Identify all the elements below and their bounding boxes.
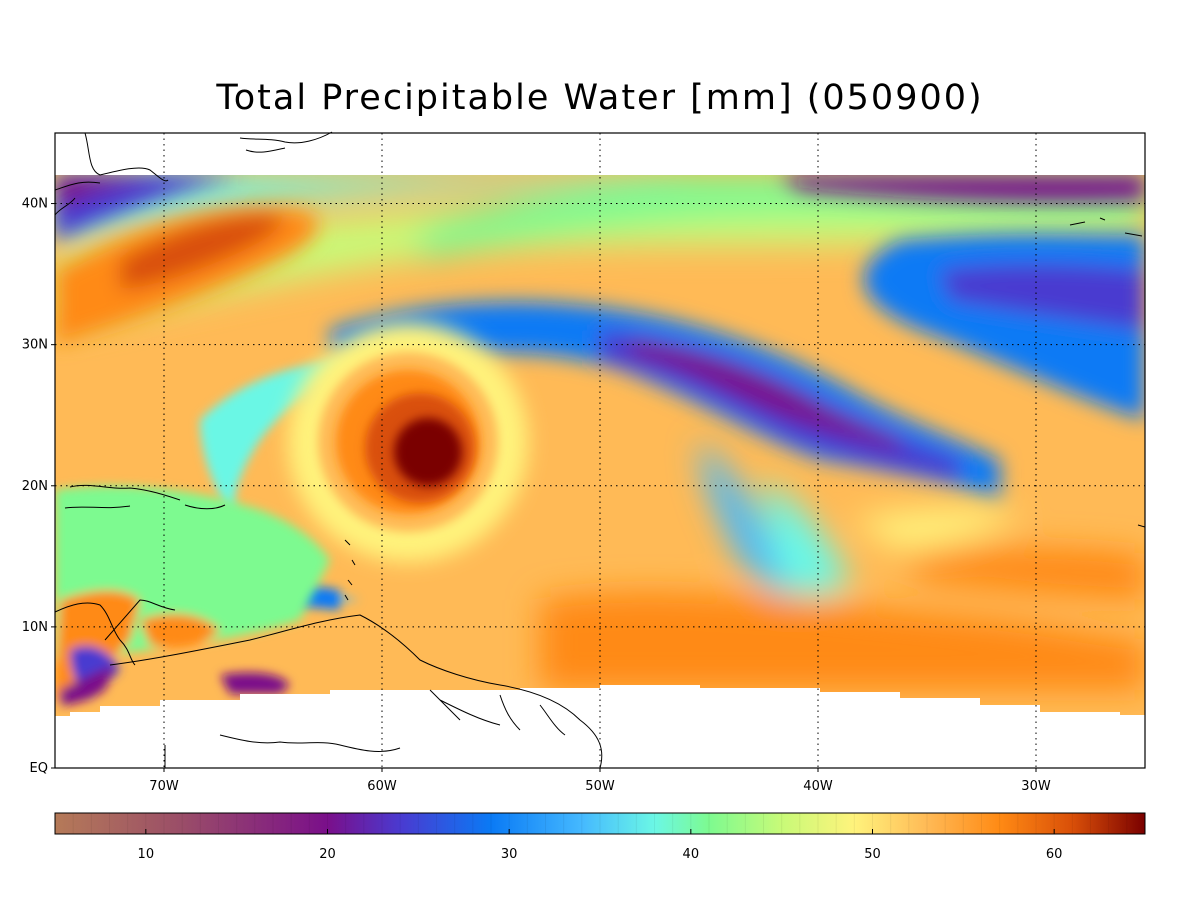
coastline-south-america: [109, 614, 603, 769]
longitude-labels: 70W 60W 50W 40W 30W: [149, 779, 1051, 794]
lon-tick-label: 40W: [803, 779, 833, 794]
colorbar-bar: [54, 812, 1146, 835]
lon-tick-label: 60W: [367, 779, 397, 794]
coastline-east-islands: [1069, 217, 1146, 528]
lon-tick-label: 50W: [585, 779, 615, 794]
coastline-guiana-borders: [429, 689, 566, 736]
colorbar-ticks: [72, 813, 1128, 834]
colorbar: 10 20 30 40 50 60: [54, 812, 1146, 862]
tpw-field: [55, 175, 1145, 716]
lon-tick-label: 70W: [149, 779, 179, 794]
lat-tick-label: 40N: [22, 197, 48, 212]
coastline-nova-scotia: [239, 131, 333, 153]
tpw-northeast-dry: [780, 175, 1145, 420]
colorbar-labels: 10 20 30 40 50 60: [138, 847, 1063, 862]
lat-tick-label: 20N: [22, 479, 48, 494]
hurricane-core: [394, 418, 462, 486]
coastline-greater-antilles: [64, 484, 226, 510]
lat-tick-label: 10N: [22, 620, 48, 635]
coastline-north-america: [54, 132, 169, 216]
tpw-moist-tongue: [55, 175, 318, 345]
tpw-southeast-moist: [540, 440, 1145, 690]
colorbar-tick-label: 30: [501, 847, 518, 862]
lat-lon-grid: [51, 133, 1145, 772]
coastlines: [54, 131, 1146, 769]
colorbar-tick-label: 10: [138, 847, 155, 862]
lon-tick-label: 30W: [1021, 779, 1051, 794]
lat-tick-label: 30N: [22, 338, 48, 353]
colorbar-tick-label: 50: [864, 847, 881, 862]
coastline-central-america: [54, 599, 176, 666]
coastline-lesser-antilles: [344, 539, 356, 601]
colorbar-tick-label: 40: [683, 847, 700, 862]
tpw-hurricane: [288, 322, 528, 562]
tpw-caribbean: [55, 486, 330, 705]
map-title: Total Precipitable Water [mm] (050900): [216, 78, 984, 118]
lat-tick-label: EQ: [30, 761, 48, 776]
colorbar-tick-label: 20: [319, 847, 336, 862]
colorbar-tick-label: 60: [1046, 847, 1063, 862]
latitude-labels: EQ 10N 20N 30N 40N: [22, 197, 48, 776]
